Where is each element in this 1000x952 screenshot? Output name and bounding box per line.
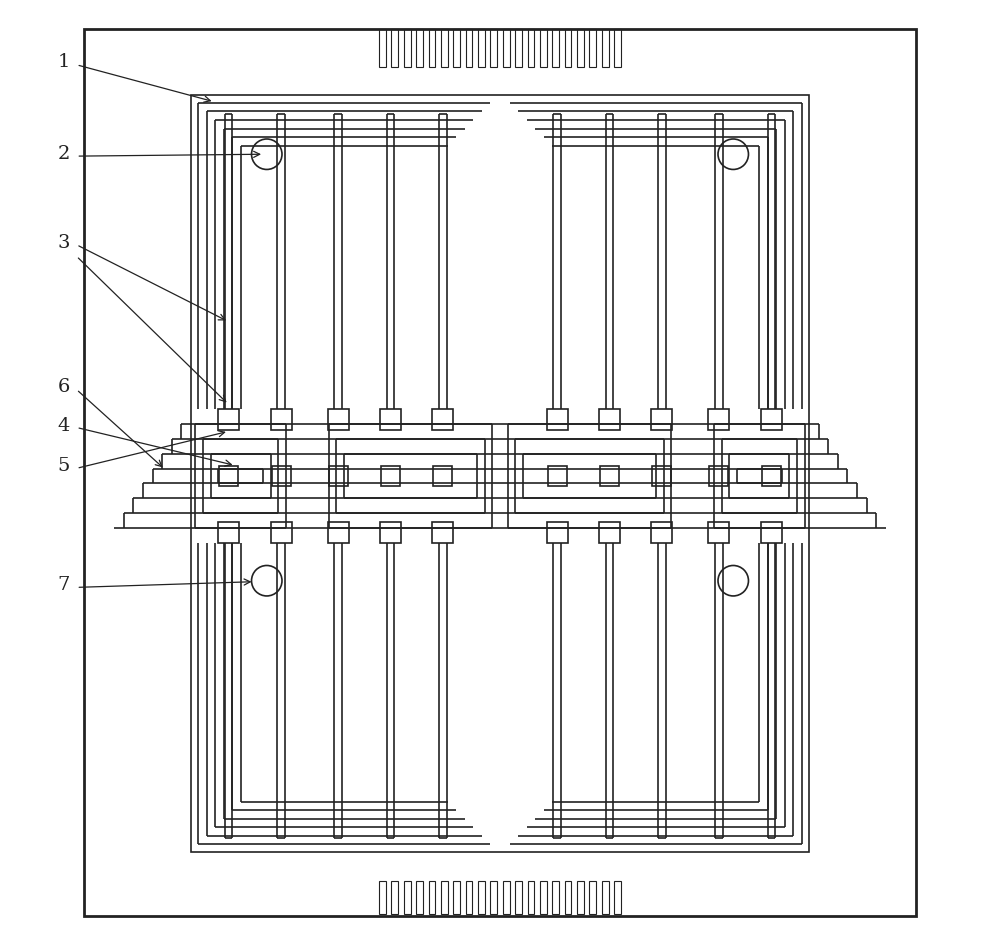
Bar [478, 881, 485, 914]
Bar [219, 466, 238, 486]
Bar [540, 29, 547, 67]
Bar [589, 29, 596, 67]
Bar [490, 881, 497, 914]
Bar [490, 29, 497, 67]
Bar [540, 881, 547, 914]
Bar [552, 881, 559, 914]
Bar [328, 522, 349, 543]
Text: 2: 2 [58, 146, 70, 163]
Bar [602, 881, 609, 914]
Bar [565, 881, 571, 914]
Bar [441, 29, 448, 67]
Bar [503, 29, 510, 67]
Bar [478, 29, 485, 67]
Bar [84, 29, 916, 916]
Bar [589, 881, 596, 914]
Bar [379, 29, 386, 67]
Bar [614, 29, 621, 67]
Bar [599, 409, 620, 430]
Bar [453, 881, 460, 914]
Bar [380, 522, 401, 543]
Bar [272, 466, 291, 486]
Bar [328, 409, 349, 430]
Bar [391, 881, 398, 914]
Bar [599, 522, 620, 543]
Bar [548, 466, 567, 486]
Bar [651, 522, 672, 543]
Bar [404, 881, 411, 914]
Bar [528, 881, 534, 914]
Bar [708, 409, 729, 430]
Bar [432, 409, 453, 430]
Bar [552, 29, 559, 67]
Bar [614, 881, 621, 914]
Bar [503, 881, 510, 914]
Bar [761, 409, 782, 430]
Bar [429, 881, 435, 914]
Text: 1: 1 [58, 53, 70, 70]
Bar [432, 522, 453, 543]
Bar [271, 522, 292, 543]
Bar [441, 881, 448, 914]
Bar [381, 466, 400, 486]
Bar [466, 881, 472, 914]
Bar [652, 466, 671, 486]
Bar [515, 881, 522, 914]
Bar [651, 409, 672, 430]
Bar [380, 409, 401, 430]
Text: 6: 6 [58, 379, 70, 396]
Bar [515, 29, 522, 67]
Bar [600, 466, 619, 486]
Bar [391, 29, 398, 67]
Bar [762, 466, 781, 486]
Bar [404, 29, 411, 67]
Bar [466, 29, 472, 67]
Bar [191, 95, 809, 852]
Text: 3: 3 [58, 234, 70, 251]
Bar [761, 522, 782, 543]
Bar [416, 29, 423, 67]
Text: 4: 4 [58, 417, 70, 434]
Bar [709, 466, 728, 486]
Bar [565, 29, 571, 67]
Bar [453, 29, 460, 67]
Bar [218, 409, 239, 430]
Bar [329, 466, 348, 486]
Bar [218, 522, 239, 543]
Bar [416, 881, 423, 914]
Text: 7: 7 [58, 577, 70, 594]
Bar [577, 29, 584, 67]
Bar [602, 29, 609, 67]
Bar [528, 29, 534, 67]
Bar [577, 881, 584, 914]
Bar [379, 881, 386, 914]
Bar [708, 522, 729, 543]
Bar [429, 29, 435, 67]
Bar [271, 409, 292, 430]
Bar [547, 522, 568, 543]
Bar [547, 409, 568, 430]
Bar [433, 466, 452, 486]
Text: 5: 5 [58, 458, 70, 475]
